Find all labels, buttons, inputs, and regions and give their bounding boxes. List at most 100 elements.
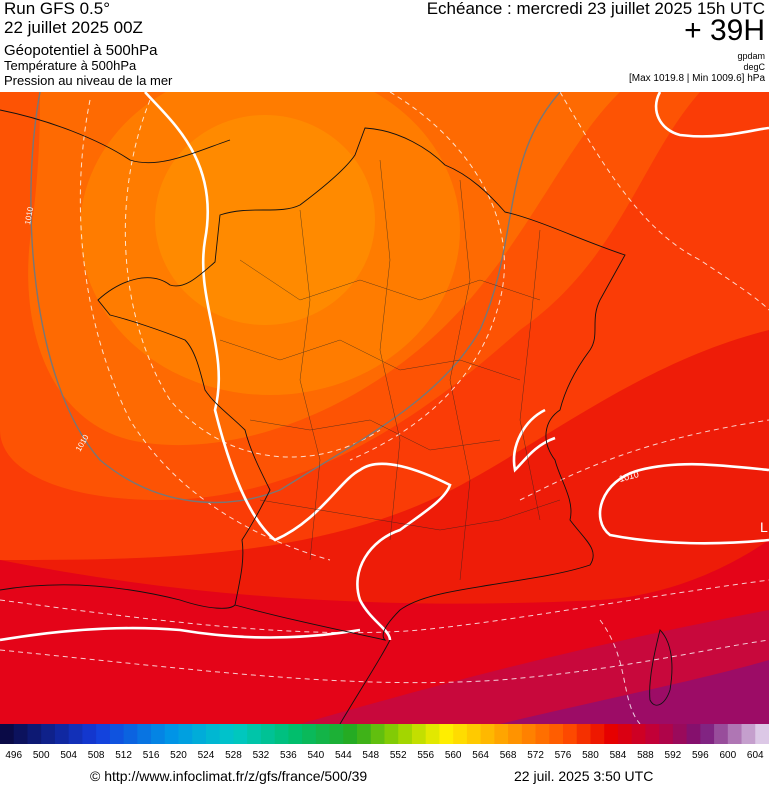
colorbar-label: 588	[637, 750, 654, 761]
colorbar-swatch	[535, 724, 550, 744]
colorbar-swatch	[714, 724, 729, 744]
colorbar-label: 544	[335, 750, 352, 761]
colorbar-swatch	[370, 724, 385, 744]
colorbar-swatch	[13, 724, 28, 744]
colorbar-swatch	[192, 724, 207, 744]
colorbar-swatch	[631, 724, 646, 744]
colorbar-swatch	[755, 724, 769, 744]
colorbar-swatch	[398, 724, 413, 744]
colorbar-swatch	[54, 724, 70, 744]
colorbar-swatch	[604, 724, 619, 744]
colorbar-swatch	[233, 724, 248, 744]
colorbar-swatch	[96, 724, 111, 744]
colorbar-swatch	[439, 724, 454, 744]
colorbar-label: 596	[692, 750, 709, 761]
colorbar-swatch	[343, 724, 358, 744]
field-title: Température à 500hPa	[4, 58, 137, 73]
colorbar-label: 568	[500, 750, 517, 761]
colorbar-label: 572	[527, 750, 544, 761]
colorbar-label: 540	[307, 750, 324, 761]
colorbar-label: 520	[170, 750, 187, 761]
colorbar-swatch	[123, 724, 138, 744]
colorbar-swatch	[247, 724, 262, 744]
map: 1010 1010 1010 L	[0, 92, 769, 724]
colorbar-swatch	[260, 724, 276, 744]
colorbar-label: 580	[582, 750, 599, 761]
unit: gpdam	[737, 51, 765, 61]
colorbar-swatch	[315, 724, 331, 744]
colorbar-swatch	[700, 724, 715, 744]
colorbar-label: 592	[665, 750, 682, 761]
colorbar-swatch	[329, 724, 344, 744]
colorbar-swatch	[357, 724, 372, 744]
colorbar-swatch	[659, 724, 674, 744]
colorbar-swatch	[617, 724, 633, 744]
colorbar-swatch	[288, 724, 303, 744]
colorbar-swatch	[0, 724, 15, 744]
colorbar: 496 500 504 508 512 516 520 524 528 532 536 540 544 5…	[0, 724, 769, 761]
colorbar-label: 516	[143, 750, 160, 761]
run-date: 22 juillet 2025 00Z	[4, 18, 143, 37]
colorbar-swatch	[480, 724, 495, 744]
colorbar-label: 500	[33, 750, 50, 761]
colorbar-swatch	[425, 724, 440, 744]
colorbar-label: 600	[719, 750, 736, 761]
forecast-offset: + 39H	[684, 14, 765, 47]
colorbar-label: 560	[445, 750, 462, 761]
colorbar-label: 512	[115, 750, 132, 761]
colorbar-swatch	[741, 724, 756, 744]
generated-time: 22 juil. 2025 3:50 UTC	[514, 768, 654, 784]
colorbar-swatch	[453, 724, 468, 744]
colorbar-label: 576	[555, 750, 572, 761]
colorbar-swatch	[41, 724, 56, 744]
colorbar-swatch	[137, 724, 152, 744]
colorbar-label: 528	[225, 750, 242, 761]
colorbar-swatch	[274, 724, 289, 744]
colorbar-label: 496	[5, 750, 22, 761]
colorbar-label: 536	[280, 750, 297, 761]
colorbar-swatch	[178, 724, 193, 744]
colorbar-swatch	[205, 724, 221, 744]
source-link[interactable]: © http://www.infoclimat.fr/z/gfs/france/…	[90, 768, 368, 784]
colorbar-label: 548	[362, 750, 379, 761]
colorbar-swatch	[563, 724, 578, 744]
coastlines	[0, 109, 673, 724]
colorbar-swatch	[672, 724, 688, 744]
colorbar-label: 504	[60, 750, 77, 761]
colorbar-swatch	[686, 724, 701, 744]
colorbar-swatch	[164, 724, 180, 744]
colorbar-swatch	[384, 724, 399, 744]
colorbar-label: 524	[198, 750, 215, 761]
colorbar-label: 556	[417, 750, 434, 761]
colorbar-label: 552	[390, 750, 407, 761]
colorbar-label: 564	[472, 750, 489, 761]
temp-band	[155, 115, 375, 325]
colorbar-swatch	[302, 724, 317, 744]
colorbar-swatch	[466, 724, 482, 744]
department-borders	[219, 159, 561, 581]
colorbar-label: 532	[253, 750, 270, 761]
low-marker: L	[760, 519, 768, 535]
colorbar-swatch	[576, 724, 591, 744]
colorbar-swatch	[590, 724, 605, 744]
colorbar-label: 584	[610, 750, 627, 761]
temp-band	[500, 660, 769, 724]
forecast-time: Echéance : mercredi 23 juillet 2025 15h …	[426, 0, 765, 18]
colorbar-swatch	[82, 724, 97, 744]
unit: degC	[743, 62, 765, 72]
isotherms	[0, 92, 769, 724]
colorbar-swatch	[219, 724, 234, 744]
colorbar-swatch	[151, 724, 166, 744]
unit: [Max 1019.8 | Min 1009.6] hPa	[628, 73, 765, 84]
colorbar-swatch	[727, 724, 743, 744]
run-label: Run GFS 0.5°	[4, 0, 111, 18]
colorbar-swatch	[549, 724, 564, 744]
colorbar-swatch	[508, 724, 523, 744]
field-title: Géopotentiel à 500hPa	[4, 42, 158, 59]
colorbar-label: 604	[747, 750, 764, 761]
colorbar-swatch	[494, 724, 509, 744]
colorbar-swatch	[521, 724, 537, 744]
isobars	[0, 92, 769, 642]
colorbar-swatch	[645, 724, 660, 744]
